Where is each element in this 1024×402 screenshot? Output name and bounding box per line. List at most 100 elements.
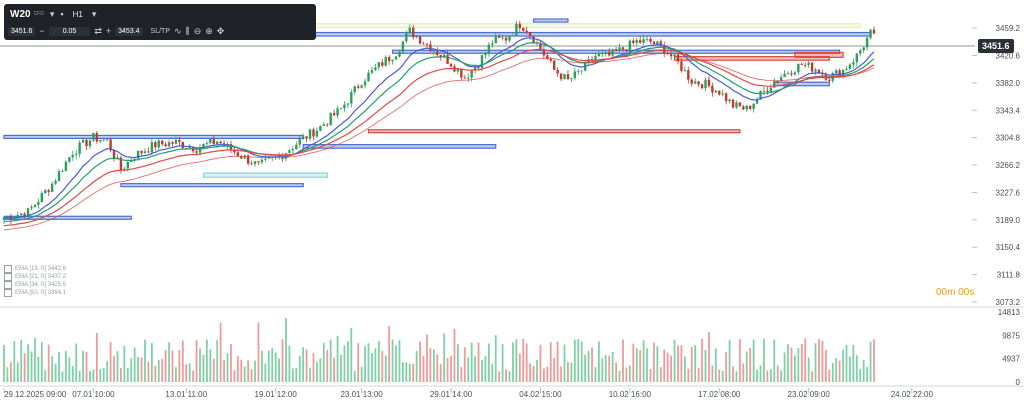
symbol-label[interactable]: W20 (10, 8, 31, 20)
legend-checkbox[interactable] (4, 281, 12, 289)
volume-bar (13, 341, 16, 382)
volume-bar (625, 367, 628, 382)
legend-checkbox[interactable] (4, 273, 12, 281)
timeframe-label[interactable]: H1 (72, 9, 83, 19)
volume-bar (518, 353, 521, 382)
candle-body (704, 79, 707, 89)
volume-bar (529, 363, 532, 382)
candle-body (673, 54, 676, 57)
quantity-input[interactable]: 0.05 (48, 26, 91, 36)
candle-body (528, 32, 532, 36)
volume-bar (508, 371, 511, 382)
candle-body (838, 70, 841, 77)
indicators-icon[interactable]: ⫼ (185, 25, 190, 36)
legend-label: EMA [50, 0] 3394.1 (15, 290, 67, 296)
volume-bar (346, 341, 349, 382)
volume-bar (230, 343, 232, 382)
candle-body (326, 124, 329, 126)
volume-bar (357, 343, 360, 382)
candle-body (360, 85, 363, 88)
volume-bar (34, 337, 36, 382)
volume-bar (51, 356, 54, 382)
time-tick-label: 23.01 13:00 (340, 390, 383, 399)
candle-body (47, 190, 50, 192)
legend-item[interactable]: EMA [13, 0] 3442.6 (4, 265, 66, 273)
candle-body (769, 87, 773, 92)
zoom-out-icon[interactable]: ⊖ (193, 25, 202, 36)
volume-bar (144, 339, 146, 382)
time-tick-label: 07.01 10:00 (72, 390, 115, 399)
legend-item[interactable]: EMA [34, 0] 3425.5 (4, 281, 66, 289)
timeframe-chevron-icon[interactable]: ▾ (91, 8, 97, 19)
volume-bar (391, 339, 394, 382)
legend-label: EMA [21, 0] 3437.2 (15, 274, 67, 280)
volume-bar (116, 351, 119, 382)
volume-bar (763, 338, 765, 382)
candle-body (738, 102, 742, 107)
zoom-in-icon[interactable]: ⊕ (205, 25, 213, 36)
candle-body (614, 49, 618, 52)
volume-bar (271, 348, 274, 382)
candle-body (54, 180, 57, 184)
candle-body (467, 77, 470, 79)
candle-body (793, 72, 797, 75)
volume-bar (687, 368, 690, 382)
legend-checkbox[interactable] (4, 265, 12, 273)
candle-body (16, 215, 19, 218)
candle-body (580, 70, 583, 72)
candle-body (714, 90, 718, 93)
volume-bar (236, 356, 239, 382)
legend-checkbox[interactable] (4, 289, 12, 297)
time-tick-label: 10.02 16:00 (609, 390, 652, 399)
volume-bar (147, 361, 150, 382)
volume-bar (343, 345, 346, 382)
ask-price[interactable]: 3453.4 (115, 26, 143, 36)
legend-item[interactable]: EMA [50, 0] 3394.1 (4, 289, 66, 297)
legend-item[interactable]: EMA [21, 0] 3437.2 (4, 273, 66, 281)
increase-qty-button[interactable]: + (105, 26, 112, 36)
volume-bar (591, 347, 593, 382)
volume-bar (436, 354, 439, 382)
volume-bar (58, 352, 60, 382)
volume-bar (178, 349, 181, 382)
volume-bar (212, 358, 215, 382)
volume-bar (384, 355, 387, 382)
crosshair-icon[interactable]: ✥ (216, 25, 225, 36)
volume-bar (99, 368, 102, 382)
candle-body (504, 37, 508, 41)
sltp-button[interactable]: SL/TP (150, 27, 170, 35)
volume-tick-label: 0 (1016, 378, 1021, 387)
candle-body (718, 90, 721, 95)
volume-bar (718, 369, 721, 382)
volume-bar (732, 366, 734, 382)
volume-bar (628, 365, 631, 382)
candle-body (659, 41, 662, 45)
volume-bar (680, 345, 683, 382)
volume-bar (226, 353, 229, 382)
volume-bar (281, 339, 284, 382)
candle-body (322, 124, 326, 127)
volume-bar (663, 349, 666, 382)
volume-bar (150, 342, 153, 382)
line-chart-icon[interactable]: ∿ (174, 25, 182, 36)
candle-body (828, 79, 831, 81)
volume-bar (498, 371, 501, 382)
decrease-qty-button[interactable]: − (39, 26, 45, 36)
volume-bar (797, 348, 800, 382)
volume-bar (202, 354, 205, 382)
volume-bar (364, 346, 366, 382)
volume-bar (233, 370, 236, 382)
volume-tick-label: 4937 (1002, 355, 1020, 364)
bid-price[interactable]: 3451.6 (8, 26, 36, 36)
volume-bar (811, 371, 814, 382)
volume-bar (794, 355, 796, 382)
candle-body (233, 150, 236, 153)
candle-body (480, 55, 484, 68)
swap-icon[interactable]: ⇄ (94, 25, 102, 36)
volume-bar (216, 340, 219, 382)
candle-body (460, 68, 463, 78)
timeframe-dropdown-icon[interactable]: ▪ (60, 9, 64, 19)
candle-body (130, 160, 133, 162)
chevron-down-icon[interactable]: ▾ (49, 8, 55, 19)
